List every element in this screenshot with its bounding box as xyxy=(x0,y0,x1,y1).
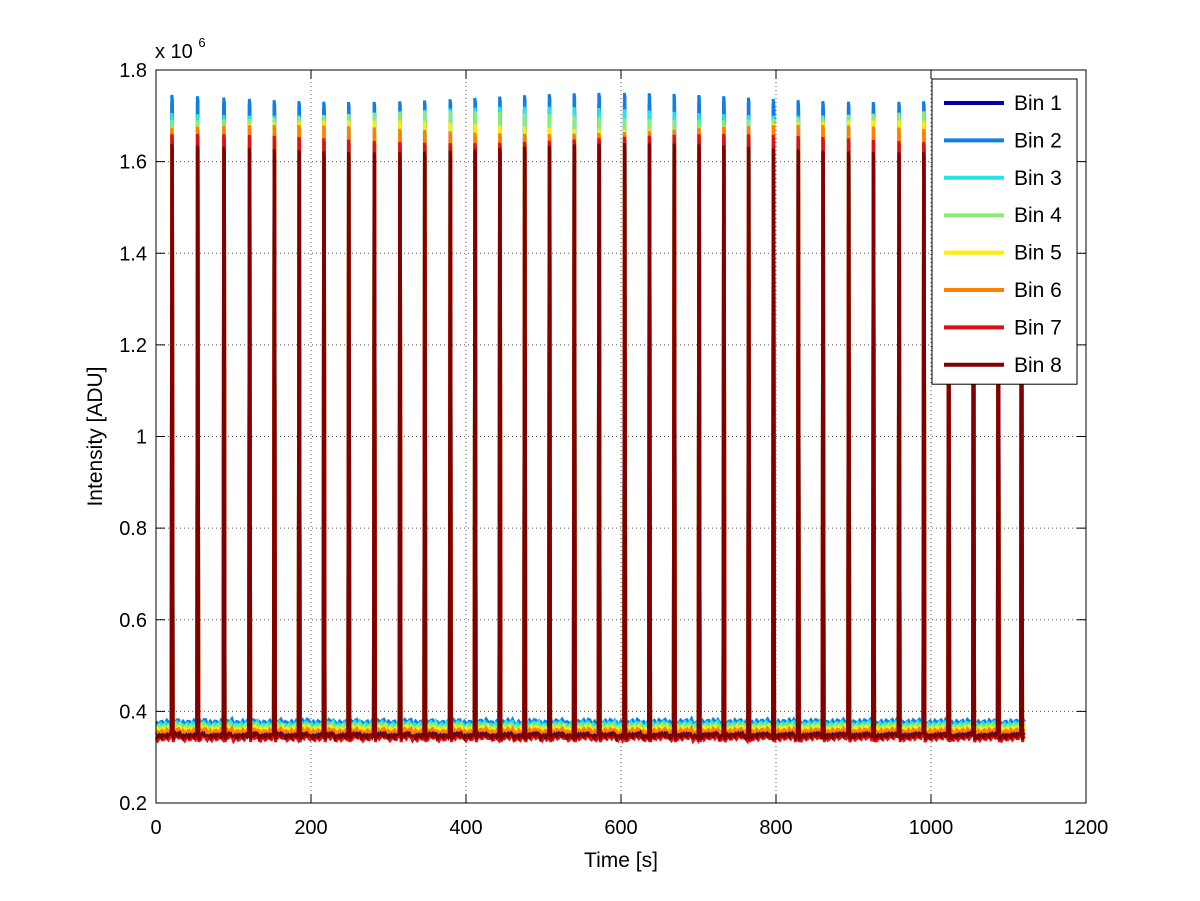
legend-label: Bin 8 xyxy=(1014,354,1062,377)
legend-label: Bin 2 xyxy=(1014,129,1062,152)
axis-ticks: 0 200 400 600 800 1000 1200 0.2 0.4 0.6 0.8 1 1.2 1.4… xyxy=(119,60,1108,839)
y-tick-label: 1.6 xyxy=(119,152,147,174)
x-tick-label: 600 xyxy=(604,817,637,839)
y-tick-label: 1 xyxy=(136,427,147,449)
y-exponent-power: 6 xyxy=(198,35,205,50)
legend: Bin 1 Bin 2 Bin 3 Bin 4 Bin 5 Bin 6 Bin 7 Bin 8 xyxy=(931,78,1078,385)
y-axis-exponent: x 10 6 xyxy=(155,35,206,63)
y-tick-label: 1.4 xyxy=(119,243,147,265)
series-line-3 xyxy=(154,106,1026,733)
x-tick-label: 1200 xyxy=(1064,817,1109,839)
legend-label: Bin 3 xyxy=(1014,167,1062,190)
series-layer xyxy=(154,92,1027,745)
x-tick-label: 1000 xyxy=(909,817,954,839)
y-tick-label: 1.8 xyxy=(119,60,147,82)
legend-box xyxy=(931,78,1078,385)
y-tick-label: 0.2 xyxy=(119,793,147,815)
y-tick-label: 0.6 xyxy=(119,610,147,632)
y-tick-label: 0.4 xyxy=(119,701,147,723)
legend-label: Bin 7 xyxy=(1014,316,1062,339)
y-exponent-base: x 10 xyxy=(155,41,193,63)
series-line-8 xyxy=(154,143,1026,743)
series-line-7 xyxy=(154,133,1026,745)
x-axis-label: Time [s] xyxy=(584,849,658,872)
legend-label: Bin 5 xyxy=(1014,242,1062,265)
y-axis-label: Intensity [ADU] xyxy=(84,366,107,506)
x-tick-label: 0 xyxy=(150,817,161,839)
legend-label: Bin 4 xyxy=(1014,204,1062,227)
series-line-4 xyxy=(154,110,1026,736)
grid xyxy=(156,70,1086,803)
series-line-6 xyxy=(154,124,1026,739)
y-tick-label: 1.2 xyxy=(119,335,147,357)
x-tick-label: 200 xyxy=(294,817,327,839)
y-tick-label: 0.8 xyxy=(119,518,147,540)
series-line-2 xyxy=(154,92,1027,730)
legend-label: Bin 1 xyxy=(1014,92,1062,115)
series-line-5 xyxy=(154,120,1026,737)
x-tick-label: 400 xyxy=(449,817,482,839)
series-line-1 xyxy=(154,101,1025,742)
legend-label: Bin 6 xyxy=(1014,279,1062,302)
x-tick-label: 800 xyxy=(759,817,792,839)
